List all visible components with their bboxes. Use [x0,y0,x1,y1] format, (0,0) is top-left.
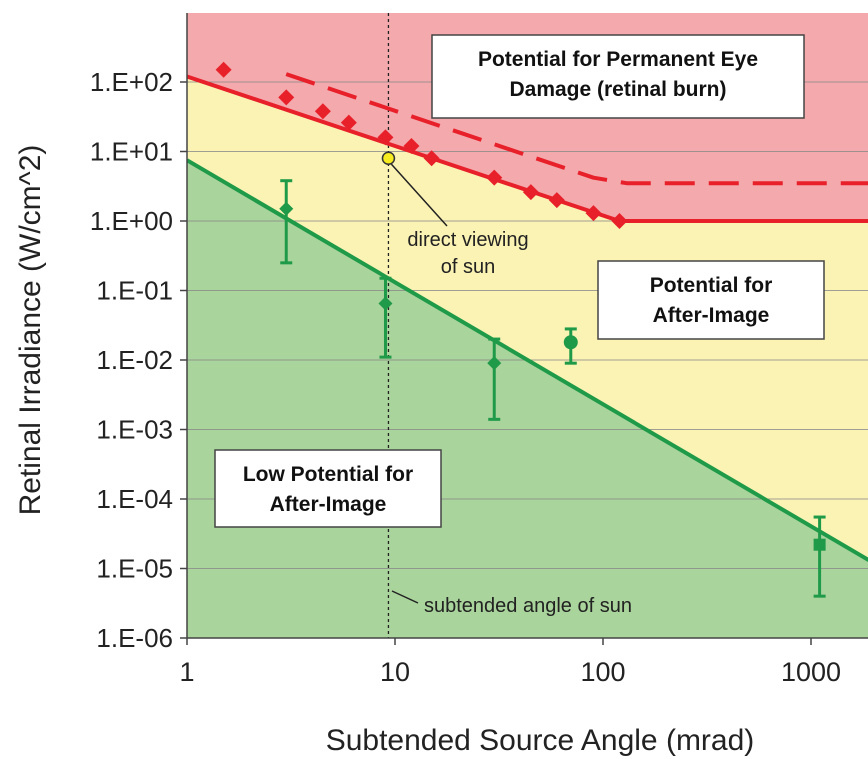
red-point-8 [522,184,539,201]
red-point-11 [611,213,628,229]
region-label-after-image-box [597,260,825,340]
annotation-direct-viewing-line-1: direct viewing [407,229,528,251]
sun-leader-line [390,163,448,227]
y-tick-label-8: 1.E+02 [90,67,173,97]
y-tick-label-0: 1.E-06 [96,623,173,653]
region-label-after-image-line-2: After-Image [653,304,770,327]
y-tick-label-6: 1.E+00 [90,206,173,236]
region-label-burn-line-2: Damage (retinal burn) [509,78,726,101]
red-point-2 [314,103,331,120]
y-tick-label-2: 1.E-04 [96,484,173,514]
green-point-1 [378,296,393,311]
red-point-7 [486,169,503,186]
annotation-direct-viewing-line-2: of sun [441,256,495,278]
region-label-after-image: Potential for After-Image [597,260,825,340]
red-point-4 [377,129,394,146]
region-label-burn: Potential for Permanent Eye Damage (reti… [431,34,805,119]
x-tick-label-1: 10 [380,657,410,687]
region-label-low-line-1: Low Potential for [243,463,413,486]
angle-leader-line [391,590,419,604]
red-point-0 [215,61,232,78]
red-point-10 [585,205,602,222]
green-point-4 [813,538,826,551]
red-point-5 [403,137,420,154]
annotation-subtended-angle-text: subtended angle of sun [424,595,632,617]
after-image-zone [187,76,868,560]
x-tick-label-0: 1 [179,657,194,687]
green-data-points [279,179,826,598]
y-tick-label-7: 1.E+01 [90,137,173,167]
red-point-9 [548,192,565,209]
annotation-direct-viewing: direct viewing of sun [390,163,529,278]
x-tick-label-2: 100 [580,657,625,687]
x-tick-label-3: 1000 [781,657,841,687]
green-point-0 [279,201,294,216]
region-label-burn-box [431,34,805,119]
region-label-burn-line-1: Potential for Permanent Eye [478,48,758,71]
region-label-low: Low Potential for After-Image [214,449,442,528]
y-tick-label-4: 1.E-02 [96,345,173,375]
red-point-1 [278,89,295,106]
y-axis-title: Retinal Irradiance (W/cm^2) [14,145,47,516]
x-axis-title: Subtended Source Angle (mrad) [326,724,755,757]
annotation-subtended-angle: subtended angle of sun [391,590,632,617]
green-point-3 [563,335,578,350]
y-tick-label-3: 1.E-03 [96,415,173,445]
region-label-low-box [214,449,442,528]
red-point-3 [340,114,357,131]
red-point-6 [423,150,440,167]
region-label-after-image-line-1: Potential for [650,274,773,297]
y-ticks: 1.E-06 1.E-05 1.E-04 1.E-03 1.E-02 1.E-01 1.E+… [90,67,187,653]
y-tick-label-1: 1.E-05 [96,554,173,584]
green-point-2 [487,356,502,371]
sun-point [381,151,396,165]
x-ticks: 1 10 100 1000 [179,638,841,687]
region-label-low-line-2: After-Image [270,493,387,516]
y-tick-label-5: 1.E-01 [96,276,173,306]
red-data-points [215,61,628,229]
threshold-line-green-solid [187,158,868,563]
